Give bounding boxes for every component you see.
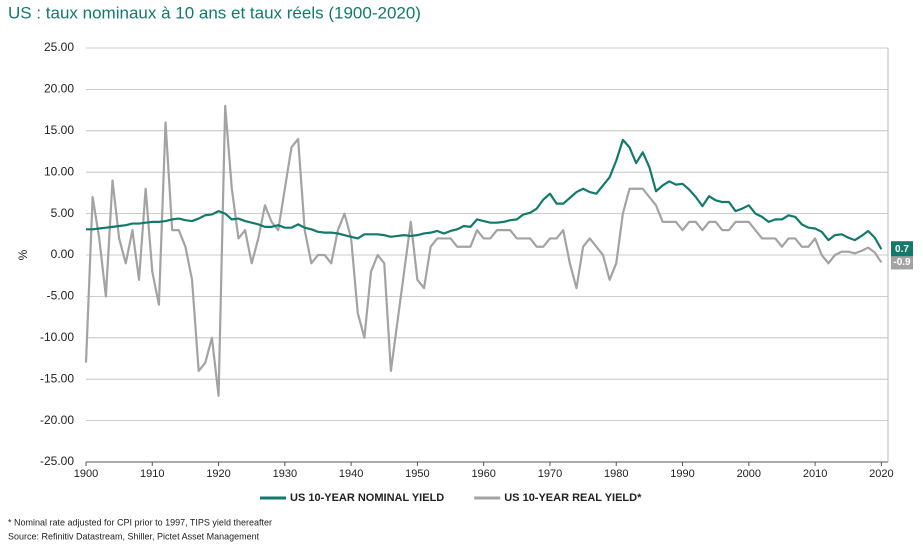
footnote: * Nominal rate adjusted for CPI prior to… [8,517,272,527]
y-tick-label: 25.00 [44,40,74,54]
legend-label: US 10-YEAR REAL YIELD* [504,492,642,504]
y-tick-label: -25.00 [40,454,74,468]
x-tick-label: 1900 [74,468,98,480]
source: Source: Refinitiv Datastream, Shiller, P… [8,531,260,541]
y-tick-label: -5.00 [47,289,75,303]
y-tick-label: -20.00 [40,413,74,427]
x-tick-label: 1960 [471,468,495,480]
chart-title: US : taux nominaux à 10 ans et taux réel… [8,3,421,22]
x-tick-label: 2000 [737,468,761,480]
x-tick-label: 1990 [670,468,694,480]
x-tick-label: 1970 [538,468,562,480]
y-tick-label: 5.00 [51,206,75,220]
x-tick-label: 2010 [803,468,827,480]
end-label-box [891,241,913,257]
x-tick-label: 1980 [604,468,628,480]
end-label: -0.9 [893,257,911,268]
x-tick-label: 1930 [273,468,297,480]
legend-label: US 10-YEAR NOMINAL YIELD [290,492,444,504]
end-label-box [891,254,913,270]
x-tick-label: 1920 [206,468,230,480]
x-tick-label: 1950 [405,468,429,480]
y-tick-label: 15.00 [44,123,74,137]
x-tick-label: 2020 [869,468,893,480]
y-tick-label: -10.00 [40,330,74,344]
series-line [86,138,883,250]
end-label: 0.7 [895,244,909,255]
y-tick-label: 10.00 [44,164,74,178]
y-tick-label: 20.00 [44,82,74,96]
x-tick-label: 1910 [140,468,164,480]
series-line [84,104,883,397]
y-tick-label: 0.00 [51,247,75,261]
y-axis-label: % [16,249,30,260]
y-tick-label: -15.00 [40,371,74,385]
x-tick-label: 1940 [339,468,363,480]
